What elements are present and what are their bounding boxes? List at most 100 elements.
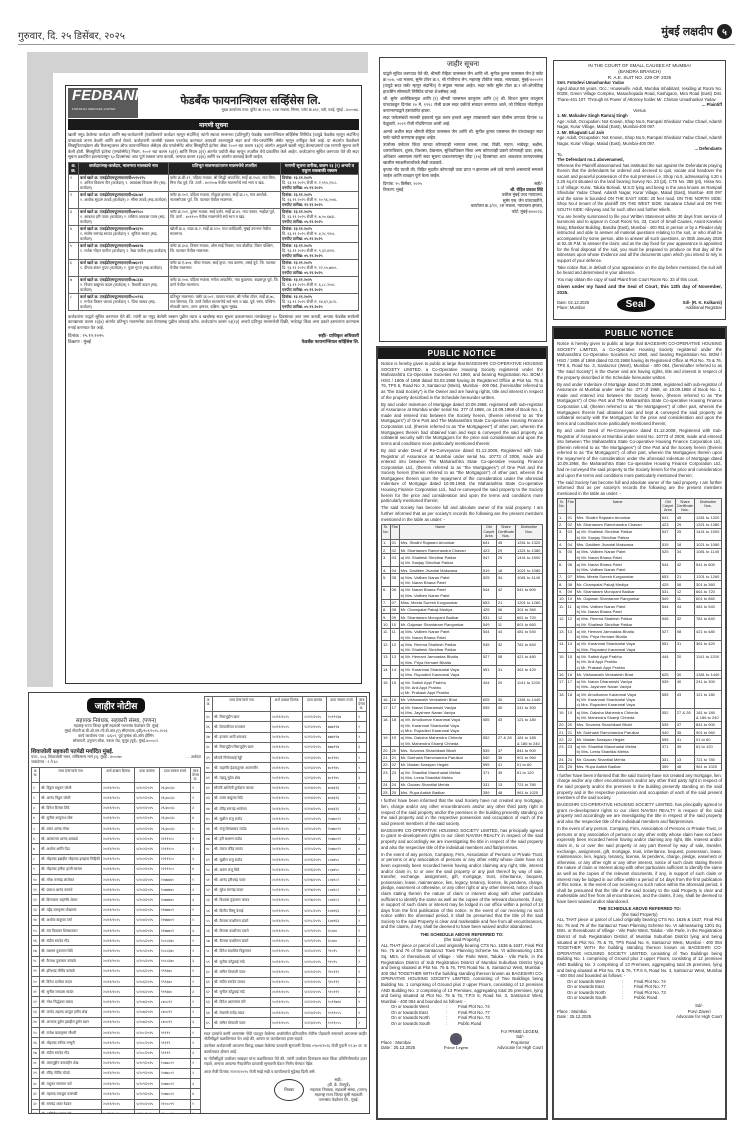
respondent-cell: श्री. रविंद्र गोविंद चोपडे: [39, 1067, 102, 1080]
respondent-cell: श्री. विश्वास तुकाराम जाधव: [212, 894, 271, 907]
notice-date: Date : 25.12.2025: [381, 1045, 416, 1051]
respondent-cell: २०/११/२०२५: [100, 823, 136, 835]
member-cell: 781 to 840: [694, 614, 722, 629]
respondent-cell: ५/२०३/२०२५: [134, 884, 160, 896]
respondent-cell: ३: [190, 1047, 201, 1059]
col-name: जाब देणाऱ्याचे नाव: [39, 766, 102, 784]
respondent-cell: ९११९९: [158, 1047, 192, 1059]
loan-account: कर्ज खाते क्र. एफईडीएमयूएमएलएपी०७४४२७: [80, 243, 144, 248]
respondent-cell: ५/२०५/२०२५: [134, 955, 160, 967]
row-property: फ्लॅट क्र.ए-४०४, चौथा मजला, साई कृपा, गा…: [168, 258, 281, 277]
col-area: Old Carpet Area: [480, 523, 497, 540]
member-cell: 19: [565, 708, 576, 722]
signatory-line: फोर्ट, मुंबई-४०००२३.: [511, 208, 543, 214]
respondent-cell: श्री. सिराजुद्दीन खान: [212, 711, 271, 723]
member-cell: 24.: [557, 755, 567, 764]
member-cell: 25: [495, 553, 517, 568]
respondent-cell: २०/११/२०२५: [100, 914, 136, 927]
respondent-cell: ६१: [204, 976, 213, 988]
col-sr: अ. क्र.: [31, 766, 40, 784]
loan-account: कर्ज खाते क्र. एफईडीएमयूएमएलएपी०७११८०: [80, 209, 144, 214]
respondent-cell: ५/२१५/२०२५: [302, 833, 327, 845]
row-borrower: कर्ज खाते क्र. एफईडीएमयूएमएलएपी०७८३३४ १. …: [78, 275, 169, 294]
respondent-cell: श्री. सिराजुद्दीन सिराजुद्दीन खान: [212, 741, 271, 754]
member-cell: 181 to 185 & 186 to 240: [515, 733, 543, 748]
member-cell: 444: [659, 652, 676, 672]
member-cell: a) Mr. Shantilal Manoharlal Mehta b) Mrs…: [574, 742, 661, 757]
member-cell: a) Mr. Hemant Jamnadas Bhatia b) Mrs. Pr…: [398, 652, 482, 667]
respondent-cell: श्री. महम्मद मकबूल फारूखी: [39, 1088, 102, 1100]
member-cell: 301 to 360: [694, 580, 722, 589]
respondent-cell: ६५८७०: [325, 935, 358, 947]
col-name: Name: [398, 523, 482, 540]
boundary-cell: On or towards North: [567, 989, 606, 995]
respondent-cell: २०/११/२०२५: [100, 1037, 136, 1049]
member-cell: 39: [674, 742, 696, 757]
respondent-cell: ५/२१७/२०२५: [302, 884, 327, 896]
member-cell: 08: [495, 652, 517, 667]
notice-paragraph: कृपया नोंद घ्यावी की, विहित मुदतीत कोणता…: [383, 167, 543, 178]
member-cell: 541 to 600: [694, 560, 722, 574]
member-row: 22. 22 Mr. Madan Narayan Hegde 595 41 01 to 6…: [557, 735, 722, 744]
respondent-cell: १०७७०११: [325, 833, 358, 845]
member-cell: 540: [659, 728, 676, 737]
member-row: 19. 19 a) Mrs. Daksha Mahendra Chheda b) M…: [381, 733, 543, 748]
member-cell: 2.: [557, 520, 567, 529]
respondent-cell: ५/२१२/२०२५: [302, 721, 327, 733]
schedule-text: ALL THAT piece or parcel of Land origina…: [557, 917, 722, 979]
respondent-cell: १०: [31, 874, 40, 886]
member-cell: Mrs. Suvarna Shashikant Bhatt: [398, 746, 482, 755]
respondent-cell: ९११९९: [158, 1027, 192, 1039]
respondent-cell: ५/२०८/२०२५: [134, 1047, 160, 1059]
col-sr: Sr. No.: [557, 498, 567, 515]
member-row: 13. 13 a) Mr. Hemant Jamnadas Bhatia b) Mr…: [381, 652, 543, 667]
respondent-cell: २०/११/२०२५: [269, 843, 304, 856]
row-borrower: कर्ज खाते क्र. एफईडीएमयूएमएलएपी०७६०१२ १. …: [78, 258, 169, 277]
notice-title: जाहीर सूचना: [446, 61, 480, 68]
notice-para-6: BAGESHRI CO-OPERATIVE HOUSING SOCIETY LI…: [381, 827, 543, 850]
respondent-cell: २७: [31, 1047, 40, 1059]
member-cell: 361 to 420: [515, 665, 543, 680]
member-cell: 601 to 660: [515, 620, 543, 629]
member-cell: 01: [565, 513, 576, 522]
respondent-cell: श्री. पंकज रविंद्र सावंत: [212, 843, 271, 856]
member-cell: 24: [389, 780, 400, 790]
member-cell: 14.: [557, 639, 567, 654]
respondent-cell: ३: [190, 986, 201, 998]
notice-para-1: Notice is hereby given to public at larg…: [557, 341, 722, 380]
office-stamp: शिक्का: [274, 1078, 305, 1101]
respondent-cell: ५/२०४/२०२५: [134, 904, 160, 916]
member-cell: 547: [480, 553, 497, 568]
respondent-cell: १: [356, 854, 367, 866]
member-cell: 45: [495, 538, 517, 548]
member-row: 5. 05 a) Mrs. Valiben Naran Patel b) Mr. N…: [557, 547, 722, 562]
signatory-name: श्री. रोहित प्रकाश शिंदे: [510, 186, 543, 192]
respondent-cell: २: [190, 1006, 201, 1018]
member-cell: 15.: [381, 678, 391, 697]
signatory-line-1: सहायक निबंधक, सहकारी संस्था, (पणन): [310, 1087, 367, 1093]
respondent-cell: २०/११/२०२५: [100, 1006, 136, 1018]
member-row: 9. 09 Mr. Shantaram Moropant Badkar 531 12 66…: [557, 587, 722, 596]
member-cell: 1441 to 1500: [515, 553, 543, 568]
member-cell: 641: [659, 513, 676, 522]
respondent-row: ५५ श्री. कैलास काशीराम दांडगे २०/११/२०२५ ५/…: [204, 915, 367, 927]
boundary-cell: :: [622, 995, 624, 1001]
member-cell: 1.: [381, 538, 391, 548]
member-row: 24. 24 Mr. Gaurav Shantilal Mehta 331 13 721 …: [381, 780, 543, 790]
member-cell: 444: [480, 678, 497, 697]
notice-amount: दि. १३.११.२०२५ रोजी रु. १२,०५,७४०/-: [282, 265, 338, 270]
respondent-cell: ८: [31, 853, 40, 865]
respondent-cell: ४७: [204, 833, 213, 845]
member-cell: 901 to 960: [694, 728, 722, 737]
respondent-cell: श्री. आत्माराम आनंद आखाडे: [39, 833, 102, 845]
respondent-cell: श्री. अरुण राजू शिंदे: [212, 864, 271, 876]
row-sr: ८: [68, 292, 79, 311]
member-row: 7. 07 Miss. Meeta Suresh Korgaonkar 653 21 12…: [381, 598, 543, 607]
respondent-row: ४८ श्री. पंकज रविंद्र सावंत २०/११/२०२५ ५/२१…: [204, 843, 367, 856]
respondent-cell: श्री. मोहम्मद इब्राहीम मोहम्मद इसहाक सिद…: [39, 853, 102, 865]
member-cell: 16: [565, 670, 576, 679]
respondent-cell: ९९९६७०: [158, 976, 192, 988]
respondent-cell: श्री. कैलास काशीराम दांडगे: [212, 915, 271, 927]
demand-notice-row: ६ कर्ज खाते क्र. एफईडीएमयूएमएलएपी०७६०१२ १.…: [68, 258, 359, 277]
respondent-cell: ५३: [204, 894, 213, 907]
